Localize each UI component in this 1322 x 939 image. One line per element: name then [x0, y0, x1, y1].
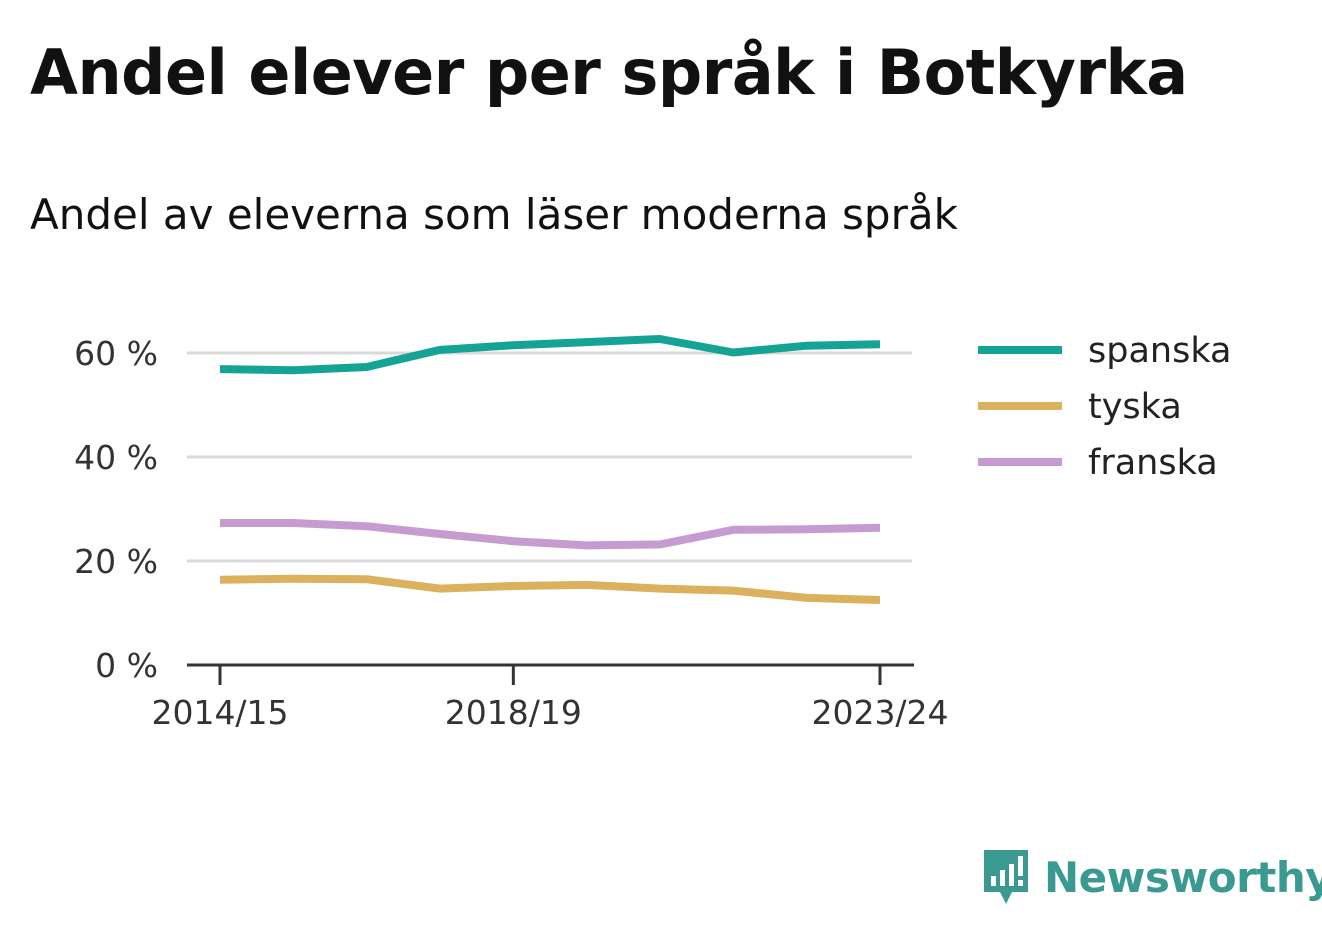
series-lines — [219, 335, 881, 604]
y-axis-labels: 0 % 20 % 40 % 60 % — [74, 334, 158, 685]
legend-label-tyska: tyska — [1088, 387, 1182, 427]
series-line-franska — [220, 519, 881, 550]
x-tick-label: 2018/19 — [445, 693, 582, 732]
chart-subtitle: Andel av eleverna som läser moderna språ… — [30, 190, 958, 239]
grid-lines — [187, 351, 912, 563]
legend-label-franska: franska — [1088, 443, 1218, 483]
line-chart: 0 % 20 % 40 % 60 % 2014/15 2018/19 2023/24 sp… — [74, 331, 1231, 732]
y-tick-label: 20 % — [74, 542, 158, 581]
legend-label-spanska: spanska — [1088, 331, 1231, 371]
y-tick-label: 60 % — [74, 334, 158, 373]
chart-title: Andel elever per språk i Botkyrka — [30, 36, 1188, 109]
x-tick-label: 2023/24 — [811, 693, 948, 732]
series-line-spanska — [219, 335, 881, 375]
brand-name: Newsworthy — [1044, 852, 1322, 902]
y-tick-label: 40 % — [74, 438, 158, 477]
x-axis-labels: 2014/15 2018/19 2023/24 — [151, 693, 948, 732]
legend: spanska tyska franska — [978, 331, 1231, 483]
newsworthy-logo-icon — [984, 850, 1028, 904]
brand-logo: Newsworthy — [980, 846, 1322, 908]
series-line-tyska — [219, 574, 881, 604]
x-axis — [187, 663, 914, 685]
y-tick-label: 0 % — [95, 646, 158, 685]
x-tick-label: 2014/15 — [151, 693, 288, 732]
